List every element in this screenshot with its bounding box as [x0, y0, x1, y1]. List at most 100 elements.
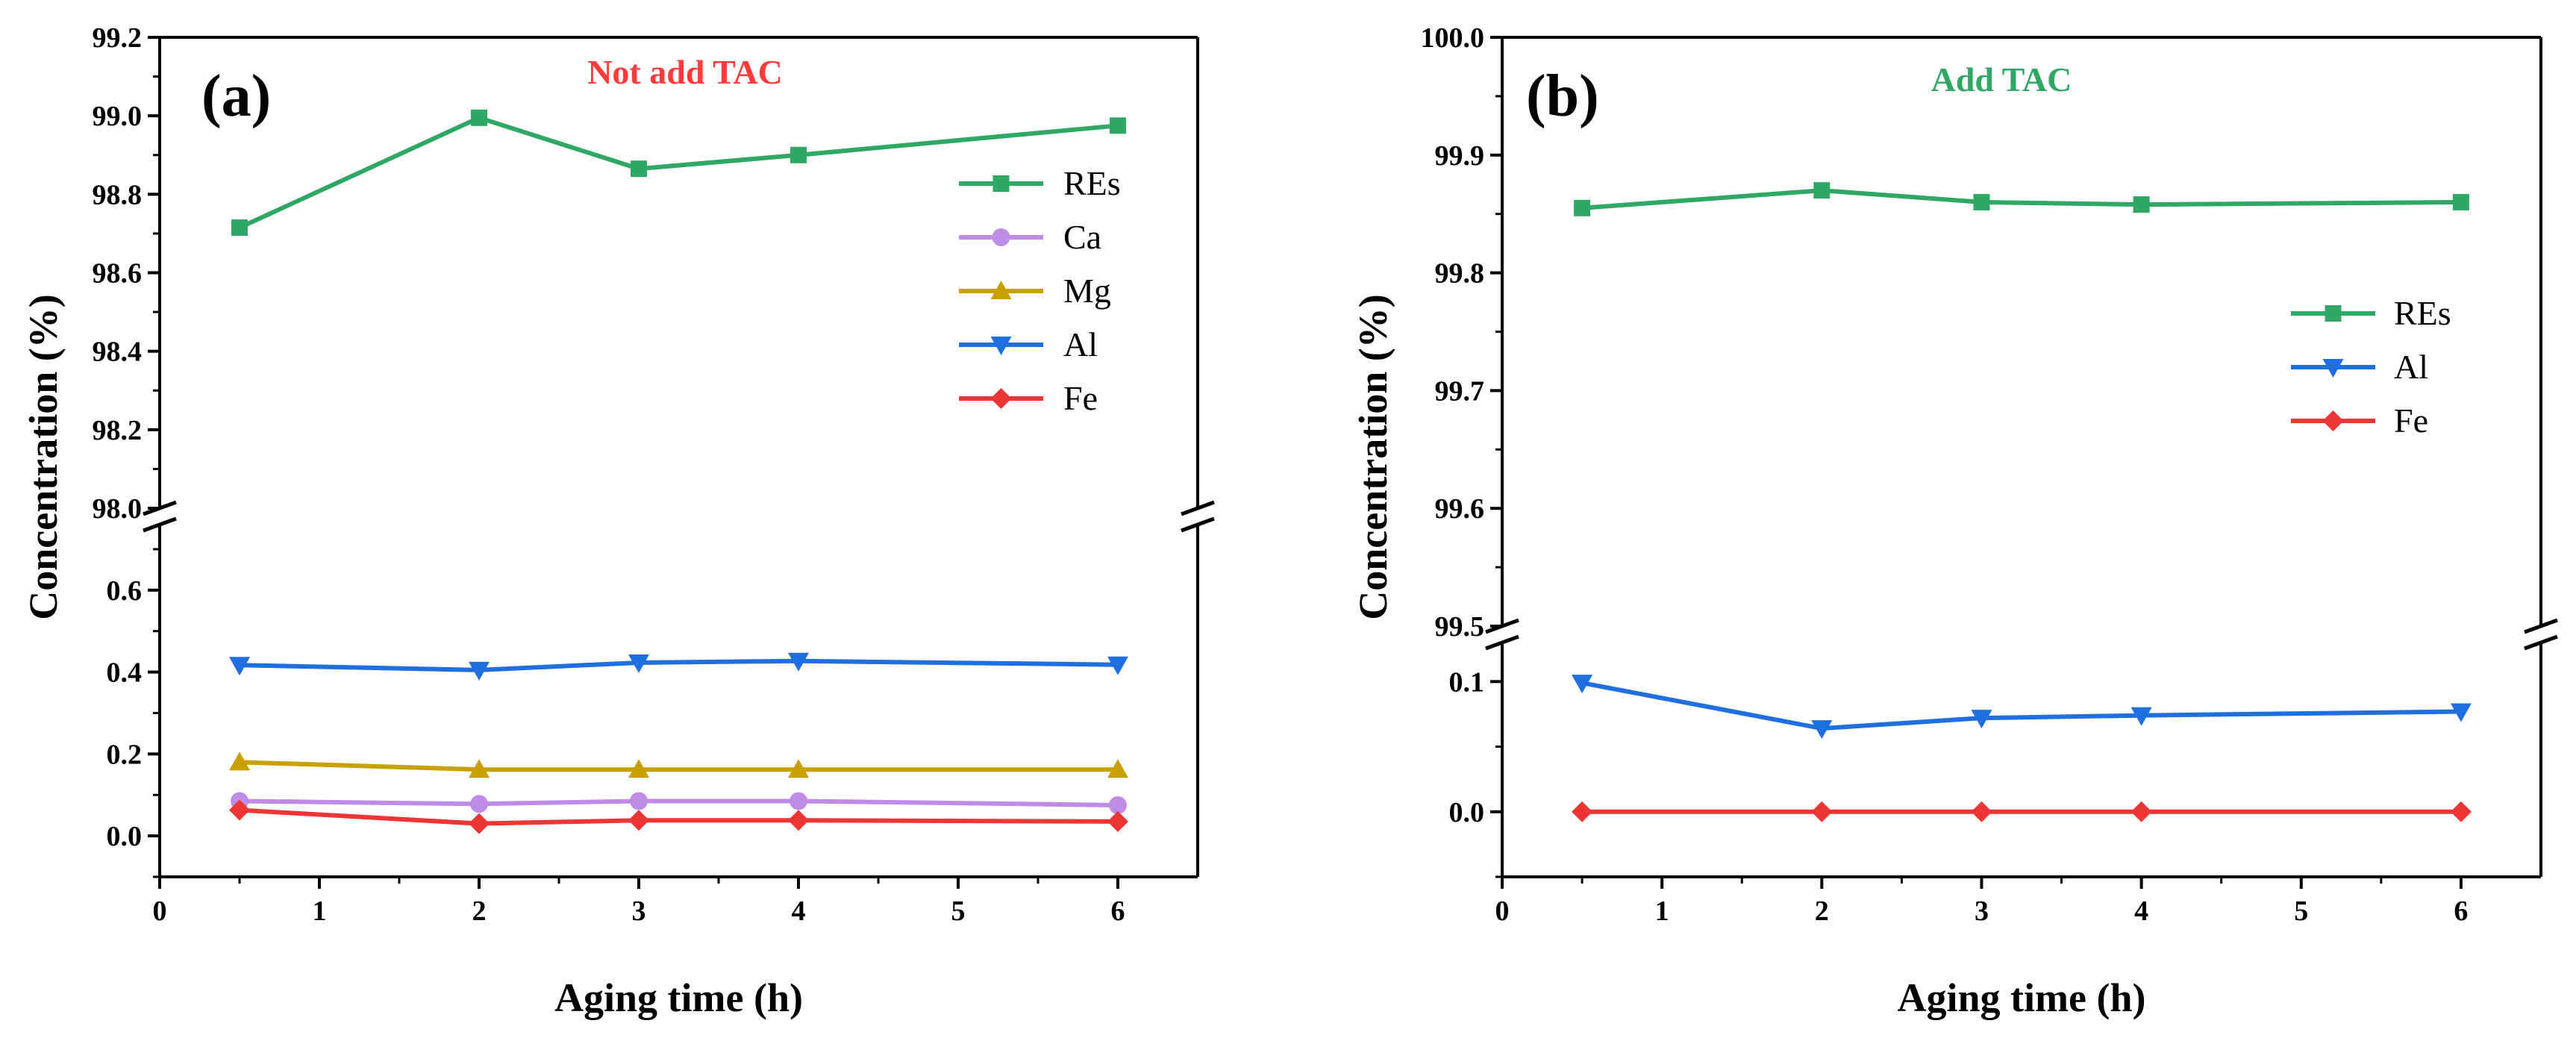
data-point-res: [790, 146, 807, 163]
y-tick-label: 0.4: [107, 657, 143, 689]
chart-panel-a: 0 1 2 3 4 5 6 98.0 98.2 98.4 98.6 98.8 99.0 99.2 0.0 0.…: [21, 22, 1215, 1020]
legend-marker: [2322, 410, 2344, 431]
data-point-ca: [630, 792, 648, 810]
data-point-al: [469, 661, 490, 681]
axis-break-mark: [2524, 618, 2558, 634]
data-point-res: [2133, 196, 2150, 213]
y-tick-label: 99.9: [1435, 140, 1485, 172]
data-point-fe: [1811, 801, 1833, 822]
data-point-al: [1107, 656, 1128, 675]
y-tick-label: 0.0: [107, 821, 143, 852]
legend-label: Al: [2394, 348, 2428, 386]
data-point-res: [1813, 182, 1831, 199]
x-axis-title: Aging time (h): [554, 975, 803, 1020]
y-tick-label: 99.0: [93, 101, 143, 132]
y-tick-label: 0.0: [1449, 797, 1485, 828]
series-line-res: [238, 115, 1119, 230]
axis-break-mark: [1181, 516, 1215, 533]
panel-label: (a): [201, 63, 271, 129]
y-axis-title: Concentration (%): [21, 294, 66, 619]
x-tick-label: 1: [313, 896, 327, 927]
y-tick-label: 100.0: [1421, 22, 1485, 54]
y-tick-label: 98.0: [93, 493, 143, 525]
y-tick-label: 98.2: [93, 415, 143, 446]
data-point-res: [1574, 199, 1591, 216]
x-axis-title: Aging time (h): [1898, 975, 2146, 1020]
data-point-al: [788, 652, 809, 672]
axis-break-mark: [2524, 634, 2558, 651]
legend-label: Fe: [1063, 379, 1098, 417]
data-point-al: [1811, 720, 1833, 740]
data-point-res: [631, 160, 647, 178]
legend-marker: [992, 175, 1010, 192]
legend-marker: [992, 228, 1010, 246]
x-tick-label: 2: [472, 896, 487, 927]
y-axis-title: Concentration (%): [1351, 294, 1395, 619]
data-point-mg: [788, 759, 809, 778]
data-point-al: [628, 654, 649, 673]
y-tick-label: 99.7: [1435, 375, 1485, 407]
y-tick-label: 99.6: [1435, 493, 1485, 525]
y-tick-label: 99.8: [1435, 258, 1485, 290]
data-point-mg: [229, 751, 250, 771]
x-tick-label: 0: [1495, 896, 1510, 927]
data-point-al: [2130, 707, 2152, 726]
chart-panel-b: 0 1 2 3 4 5 6 99.5 99.6 99.7 99.8 99.9 100.0 0.0 0.1 RE…: [1351, 22, 2558, 1020]
data-point-fe: [628, 810, 649, 831]
series-line-fe: [239, 807, 1119, 826]
series-line-ca: [239, 798, 1119, 807]
data-point-res: [1110, 117, 1126, 134]
x-tick-label: 3: [1975, 896, 1989, 927]
y-tick-label: 0.6: [107, 575, 143, 607]
y-tick-label: 99.2: [93, 22, 143, 54]
chart-annotation: Add TAC: [1931, 60, 2072, 99]
data-point-mg: [628, 759, 649, 778]
data-point-fe: [2450, 801, 2472, 822]
y-tick-label: 98.8: [93, 179, 143, 210]
panel-label: (b): [1526, 63, 1599, 129]
x-tick-label: 4: [2134, 896, 2148, 927]
y-tick-label: 99.5: [1435, 611, 1485, 643]
y-tick-label: 0.1: [1449, 666, 1485, 698]
data-point-fe: [1107, 810, 1128, 832]
data-point-fe: [1572, 801, 1593, 822]
data-point-fe: [469, 813, 490, 834]
axis-break-mark: [143, 516, 177, 533]
y-tick-label: 98.6: [93, 258, 143, 290]
legend-label: Fe: [2394, 401, 2428, 440]
series-line-al: [239, 658, 1119, 672]
x-tick-label: 3: [632, 896, 646, 927]
data-point-fe: [788, 810, 809, 831]
axis-break-mark: [1485, 634, 1519, 651]
x-tick-label: 0: [153, 896, 167, 927]
x-tick-label: 5: [951, 896, 966, 927]
data-point-res: [2452, 193, 2469, 210]
x-tick-label: 6: [1111, 896, 1125, 927]
x-tick-label: 4: [792, 896, 806, 927]
y-tick-label: 98.4: [93, 337, 143, 368]
data-point-al: [1572, 675, 1593, 694]
data-point-al: [1971, 710, 1992, 729]
series-line-mg: [239, 760, 1118, 772]
legend-label: Al: [1063, 325, 1098, 363]
data-point-ca: [1109, 796, 1127, 814]
data-point-fe: [2130, 801, 2152, 822]
axis-break-mark: [1181, 500, 1215, 516]
series-line-res: [1581, 188, 2461, 210]
series-line-al: [1581, 681, 2461, 731]
data-point-fe: [1971, 801, 1992, 822]
legend-label: REs: [1063, 164, 1121, 202]
data-point-res: [231, 219, 248, 237]
data-point-ca: [790, 792, 807, 810]
legend-label: Mg: [1063, 272, 1111, 310]
x-tick-label: 2: [1815, 896, 1829, 927]
data-point-fe: [229, 799, 250, 821]
chart-annotation: Not add TAC: [587, 53, 783, 91]
legend-label: Ca: [1063, 218, 1101, 256]
legend-label: REs: [2394, 294, 2451, 332]
y-tick-label: 0.2: [107, 739, 143, 770]
x-tick-label: 5: [2294, 896, 2308, 927]
data-point-al: [2450, 703, 2472, 722]
legend-marker: [2325, 305, 2342, 322]
